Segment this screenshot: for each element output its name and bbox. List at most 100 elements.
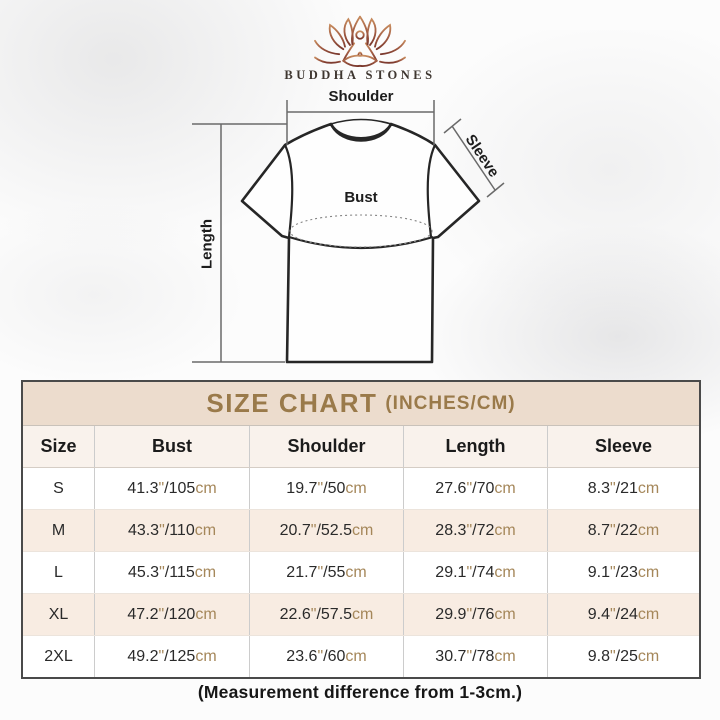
cm-unit: cm xyxy=(194,563,217,581)
slash: / xyxy=(472,563,477,581)
size-chart-title-band: SIZE CHART (INCHES/CM) xyxy=(23,382,699,426)
inches-value: 45.3 xyxy=(127,563,160,581)
shoulder-cell: 23.6 "/60 cm xyxy=(249,636,403,677)
table-header-row: Size Bust Shoulder Length Sleeve xyxy=(23,426,699,468)
cm-unit: cm xyxy=(494,479,516,497)
inches-value: 9.1 xyxy=(587,563,610,581)
slash: / xyxy=(615,647,621,665)
inches-value: 8.7 xyxy=(587,521,610,539)
bust-cell: 43.3 "/110 cm xyxy=(94,510,249,551)
slash: / xyxy=(472,647,477,665)
size-cell: S xyxy=(53,479,64,497)
column-header-shoulder: Shoulder xyxy=(249,426,403,467)
slash: / xyxy=(316,521,321,539)
slash: / xyxy=(164,647,169,665)
size-cell: M xyxy=(51,521,66,539)
right-armhole-seam xyxy=(426,144,436,238)
cm-unit: cm xyxy=(195,605,217,623)
sleeve-cell: 9.1 "/23 cm xyxy=(547,552,699,593)
cm-value: 78 xyxy=(476,647,495,665)
cm-value: 110 xyxy=(169,521,195,539)
length-cell: 29.9 "/76 cm xyxy=(403,594,547,635)
length-cell: 28.3 "/72 cm xyxy=(403,510,547,551)
length-cell: 30.7 "/78 cm xyxy=(403,636,547,677)
slash: / xyxy=(164,521,170,539)
cm-unit: cm xyxy=(494,563,516,581)
cm-value: 52.5 xyxy=(320,521,353,539)
tshirt-measurement-diagram xyxy=(192,100,505,364)
cm-value: 105 xyxy=(168,479,196,497)
brand-name: BUDDHA STONES xyxy=(284,68,436,82)
bust-cell: 47.2 "/120 cm xyxy=(94,594,249,635)
table-row-m: M 43.3 "/110 cm 20.7 "/52.5 cm 28.3 "/72 cm 8.… xyxy=(23,510,699,552)
sleeve-cell: 8.3 "/21 cm xyxy=(547,468,699,509)
cm-unit: cm xyxy=(345,479,367,497)
inch-mark: " xyxy=(310,605,317,623)
shoulder-cell: 19.7 "/50 cm xyxy=(249,468,403,509)
inch-mark: " xyxy=(466,479,473,497)
collar-back xyxy=(330,118,392,125)
bust-cell: 45.3 "/115 cm xyxy=(94,552,249,593)
size-cell: XL xyxy=(48,605,69,623)
inches-value: 47.2 xyxy=(127,605,159,623)
lotus-meditation-icon xyxy=(314,15,406,68)
cm-value: 70 xyxy=(476,479,495,497)
cm-unit: cm xyxy=(494,647,516,665)
cm-value: 72 xyxy=(476,521,495,539)
inches-value: 28.3 xyxy=(435,521,467,539)
slash: / xyxy=(316,605,321,623)
inches-value: 20.7 xyxy=(279,521,311,539)
left-armhole-seam xyxy=(284,144,294,238)
slash: / xyxy=(164,605,169,623)
inches-value: 9.8 xyxy=(587,647,610,665)
cm-unit: cm xyxy=(352,605,374,623)
size-cell: 2XL xyxy=(44,647,73,665)
inch-mark: " xyxy=(158,647,165,665)
cm-value: 23 xyxy=(620,563,638,581)
inch-mark: " xyxy=(609,647,616,665)
cm-unit: cm xyxy=(352,521,374,539)
cm-value: 25 xyxy=(620,647,638,665)
inches-value: 27.6 xyxy=(435,479,467,497)
size-chart-title-units: (INCHES/CM) xyxy=(385,392,516,414)
cm-unit: cm xyxy=(637,479,660,497)
cm-value: 125 xyxy=(168,647,196,665)
cm-unit: cm xyxy=(637,521,660,539)
cm-value: 55 xyxy=(327,563,346,581)
inch-mark: " xyxy=(159,563,165,581)
inches-value: 41.3 xyxy=(127,479,159,497)
tshirt-outline xyxy=(240,122,481,364)
inch-mark: " xyxy=(466,521,473,539)
inch-mark: " xyxy=(317,563,324,581)
cm-unit: cm xyxy=(637,647,660,665)
length-cell: 29.1 "/74 cm xyxy=(403,552,547,593)
column-header-bust: Bust xyxy=(94,426,249,467)
inches-value: 23.6 xyxy=(286,647,318,665)
inch-mark: " xyxy=(159,521,165,539)
inches-value: 29.9 xyxy=(435,605,467,623)
bust-cell: 41.3 "/105 cm xyxy=(94,468,249,509)
size-chart-table: SIZE CHART (INCHES/CM) Size Bust Shoulde… xyxy=(21,380,701,679)
table-row-s: S 41.3 "/105 cm 19.7 "/50 cm 27.6 "/70 cm 8.3 "… xyxy=(23,468,699,510)
neckline xyxy=(329,123,393,142)
slash: / xyxy=(615,479,621,497)
cm-unit: cm xyxy=(195,647,217,665)
inch-mark: " xyxy=(466,647,473,665)
inch-mark: " xyxy=(317,647,324,665)
inch-mark: " xyxy=(466,605,473,623)
cm-value: 21 xyxy=(620,479,638,497)
slash: / xyxy=(164,479,169,497)
table-row-2xl: 2XL 49.2 "/125 cm 23.6 "/60 cm 30.7 "/78 cm 9.… xyxy=(23,636,699,677)
inches-value: 30.7 xyxy=(435,647,467,665)
slash: / xyxy=(615,521,621,539)
shoulder-measure-label: Shoulder xyxy=(328,88,394,105)
cm-value: 60 xyxy=(327,647,346,665)
slash: / xyxy=(472,521,477,539)
inch-mark: " xyxy=(466,563,473,581)
slash: / xyxy=(615,563,621,581)
sleeve-cell: 9.8 "/25 cm xyxy=(547,636,699,677)
slash: / xyxy=(472,479,477,497)
inches-value: 43.3 xyxy=(127,521,160,539)
size-cell: L xyxy=(54,563,63,581)
